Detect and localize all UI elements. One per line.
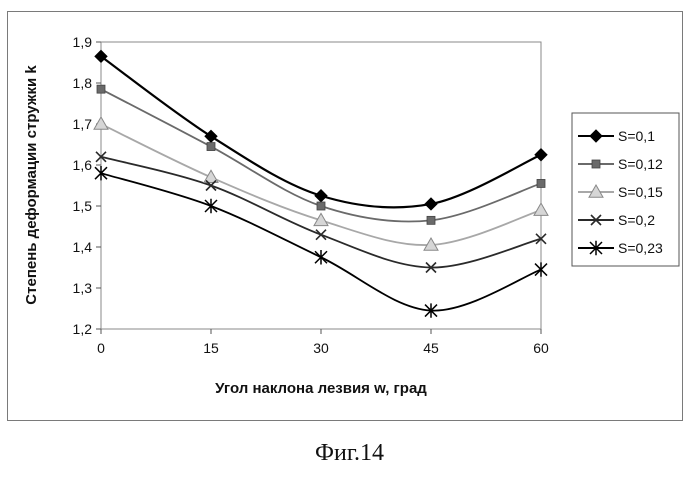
legend-label-4: S=0,2 <box>618 212 655 228</box>
y-axis-title: Степень деформации стружки k <box>23 65 40 305</box>
legend-label-1: S=0,1 <box>618 128 655 144</box>
plot-area <box>101 42 541 329</box>
y-tick-label: 1,7 <box>73 116 93 132</box>
x-tick-label: 30 <box>313 340 329 356</box>
data-point-series-2 <box>207 143 215 151</box>
x-tick-label: 45 <box>423 340 439 356</box>
y-tick-label: 1,3 <box>73 280 93 296</box>
chart-frame: 1,2 1,3 1,4 1,5 1,6 1,7 1,8 1,9 0 15 30 45 60 Степе… <box>7 11 683 421</box>
legend: S=0,1 S=0,12 S=0,15 S=0,2 S=0,23 <box>572 113 679 266</box>
y-tick-label: 1,2 <box>73 321 93 337</box>
legend-marker-2 <box>592 160 600 168</box>
y-tick-label: 1,8 <box>73 75 93 91</box>
x-axis-title: Угол наклона лезвия w, град <box>215 380 427 397</box>
legend-label-3: S=0,15 <box>618 184 663 200</box>
legend-label-5: S=0,23 <box>618 240 663 256</box>
figure-caption: Фиг.14 <box>0 440 699 467</box>
x-tick-label: 60 <box>533 340 549 356</box>
x-tick-label: 0 <box>97 340 105 356</box>
data-point-series-2 <box>427 216 435 224</box>
chart-svg: 1,2 1,3 1,4 1,5 1,6 1,7 1,8 1,9 0 15 30 45 60 Степе… <box>8 12 684 422</box>
x-tick-label: 15 <box>203 340 219 356</box>
data-point-series-2 <box>97 85 105 93</box>
x-axis-ticks: 0 15 30 45 60 <box>97 329 549 356</box>
legend-label-2: S=0,12 <box>618 156 663 172</box>
y-tick-label: 1,6 <box>73 157 93 173</box>
y-tick-label: 1,4 <box>73 239 93 255</box>
y-tick-label: 1,5 <box>73 198 93 214</box>
data-point-series-2 <box>537 179 545 187</box>
data-point-series-2 <box>317 202 325 210</box>
y-axis-ticks: 1,2 1,3 1,4 1,5 1,6 1,7 1,8 1,9 <box>73 34 101 337</box>
y-tick-label: 1,9 <box>73 34 93 50</box>
